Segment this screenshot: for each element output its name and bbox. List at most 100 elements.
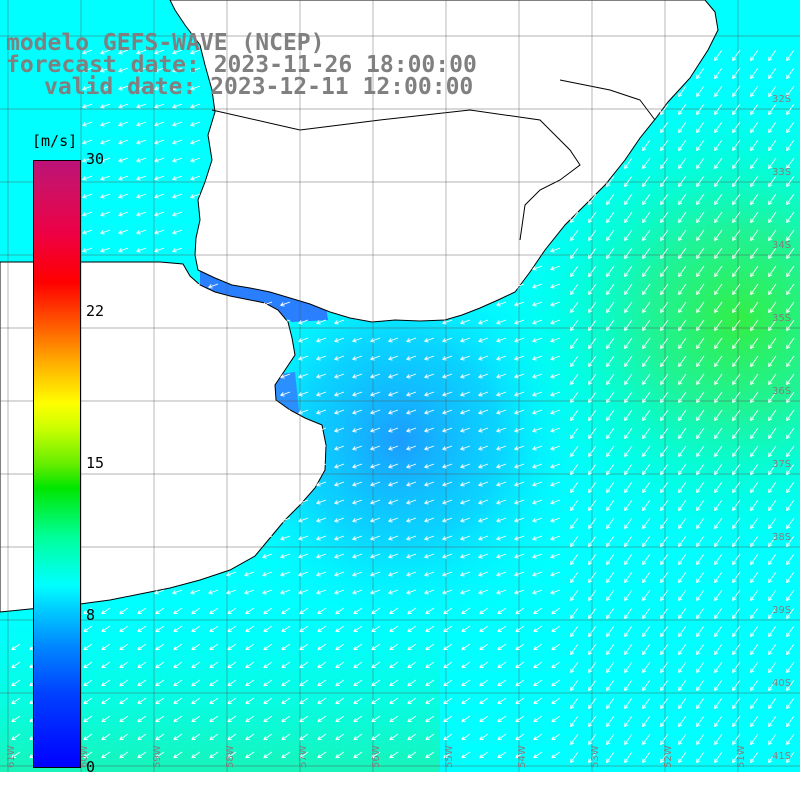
wind-arrow <box>714 751 723 764</box>
wind-arrow <box>550 265 561 271</box>
wind-arrow <box>750 103 759 116</box>
wind-arrow <box>478 445 489 451</box>
wind-arrow <box>281 625 291 633</box>
wind-arrow <box>551 715 561 723</box>
wind-arrow <box>550 535 561 541</box>
wind-arrow <box>551 733 561 741</box>
wind-arrow <box>388 517 399 523</box>
wind-arrow <box>642 517 651 530</box>
wind-arrow <box>172 49 183 55</box>
wind-arrow <box>299 679 309 687</box>
wind-arrow <box>786 175 795 188</box>
wind-arrow <box>118 139 129 145</box>
wind-arrow <box>750 517 759 530</box>
wind-arrow <box>533 643 543 651</box>
wind-arrow <box>388 553 399 559</box>
wind-arrow <box>570 589 579 602</box>
wind-arrow <box>317 751 327 759</box>
wind-arrow <box>461 679 471 687</box>
wind-arrow <box>137 733 147 741</box>
wind-arrow <box>642 337 651 350</box>
lat-label: 33S <box>772 167 791 178</box>
wind-arrow <box>786 49 795 62</box>
lon-label: 57W <box>298 745 309 768</box>
wind-arrow <box>208 589 219 595</box>
wind-arrow <box>606 337 615 350</box>
wind-arrow <box>570 337 579 350</box>
wind-arrow <box>280 517 291 523</box>
wind-arrow <box>696 427 705 440</box>
wind-arrow <box>173 607 183 615</box>
wind-arrow <box>118 157 129 163</box>
wind-arrow <box>624 751 633 764</box>
lat-label: 39S <box>772 605 791 616</box>
wind-arrow <box>460 373 471 379</box>
wind-arrow <box>101 697 111 705</box>
wind-arrow <box>550 283 561 289</box>
wind-arrow <box>732 625 741 638</box>
wind-arrow <box>750 553 759 566</box>
wind-arrow <box>624 265 633 278</box>
wind-arrow <box>678 229 687 242</box>
wind-arrow <box>696 301 705 314</box>
wind-arrow <box>172 67 183 73</box>
wind-arrow <box>137 643 147 651</box>
wind-arrow <box>678 409 687 422</box>
wind-arrow <box>389 643 399 651</box>
wind-arrow <box>660 499 669 512</box>
wind-arrow <box>370 535 381 541</box>
wind-arrow <box>678 679 687 692</box>
wind-arrow <box>316 373 327 379</box>
wind-arrow <box>786 265 795 278</box>
wind-arrow <box>786 103 795 116</box>
wind-arrow <box>425 751 435 759</box>
wind-arrow <box>389 715 399 723</box>
wind-arrow <box>263 625 273 633</box>
wind-arrow <box>624 193 633 206</box>
wind-arrow <box>136 121 147 127</box>
wind-arrow <box>660 103 669 116</box>
wind-arrow <box>714 733 723 746</box>
wind-arrow <box>750 49 759 62</box>
wind-arrow <box>136 103 147 109</box>
wind-arrow <box>299 607 309 615</box>
wind-arrow <box>496 319 507 325</box>
wind-arrow <box>244 571 255 577</box>
wind-arrow <box>786 697 795 710</box>
wind-arrow <box>660 283 669 296</box>
wind-arrow <box>316 409 327 415</box>
wind-arrow <box>479 715 489 723</box>
wind-arrow <box>570 445 579 458</box>
lon-label: 51W <box>736 745 747 768</box>
wind-arrow <box>514 517 525 523</box>
wind-arrow <box>588 697 597 710</box>
wind-arrow <box>750 265 759 278</box>
wind-arrow <box>696 679 705 692</box>
wind-arrow <box>263 679 273 687</box>
wind-arrow <box>119 625 129 633</box>
wind-arrow <box>371 661 381 669</box>
wind-arrow <box>442 391 453 397</box>
wind-arrow <box>352 571 363 577</box>
wind-arrow <box>334 481 345 487</box>
wind-arrow <box>137 679 147 687</box>
wind-arrow <box>298 409 309 415</box>
wind-arrow <box>732 319 741 332</box>
wind-arrow <box>119 643 129 651</box>
wind-arrow <box>298 517 309 523</box>
wind-arrow <box>245 751 255 759</box>
wind-arrow <box>353 643 363 651</box>
wind-arrow <box>352 355 363 361</box>
lon-label: 53W <box>590 745 601 768</box>
wind-arrow <box>298 337 309 343</box>
wind-arrow <box>406 337 417 343</box>
wind-arrow <box>136 193 147 199</box>
wind-arrow <box>786 157 795 170</box>
wind-arrow <box>191 625 201 633</box>
wind-arrow <box>11 679 21 687</box>
wind-arrow <box>100 175 111 181</box>
wind-arrow <box>82 193 93 199</box>
wind-arrow <box>588 625 597 638</box>
wind-arrow <box>550 301 561 307</box>
